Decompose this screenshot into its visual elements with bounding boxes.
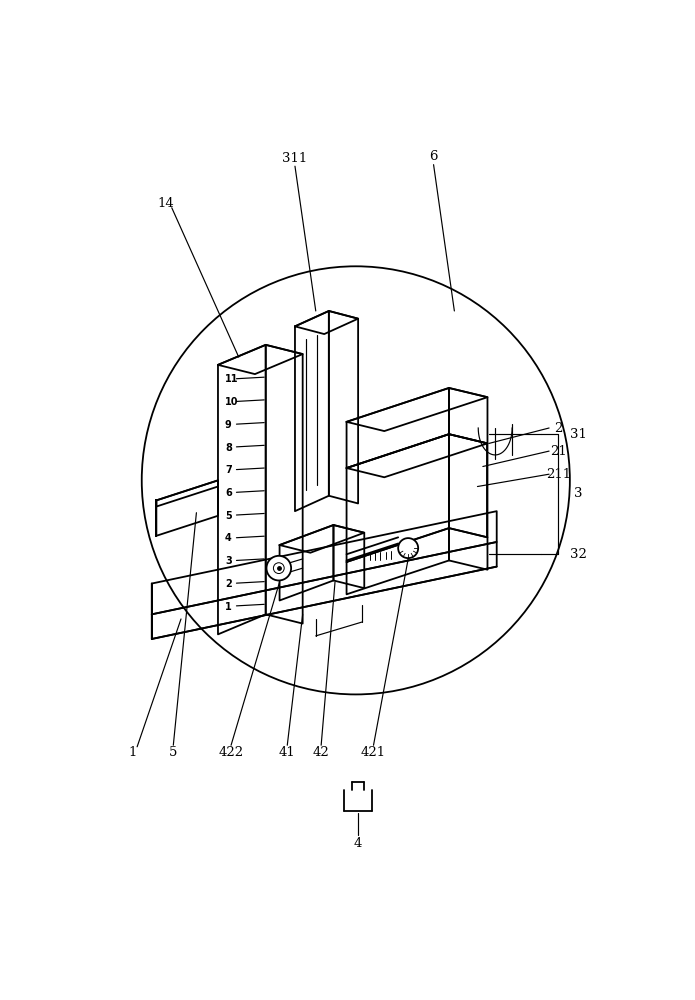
Text: 211: 211 [546,468,571,481]
Text: 422: 422 [218,746,244,759]
Text: 41: 41 [279,746,295,759]
Text: 14: 14 [157,197,174,210]
Text: 311: 311 [282,152,308,165]
Text: 6: 6 [225,488,231,498]
Text: 11: 11 [225,374,238,384]
Text: 3: 3 [573,487,582,500]
Text: 421: 421 [361,746,386,759]
Text: 7: 7 [225,465,231,475]
Text: 5: 5 [225,511,231,521]
Text: 3: 3 [225,556,231,566]
Text: 4: 4 [225,533,231,543]
Circle shape [398,538,418,558]
Text: 8: 8 [225,443,231,453]
Text: 2: 2 [225,579,231,589]
Text: 9: 9 [225,420,231,430]
Text: 2: 2 [554,422,562,434]
Text: 10: 10 [225,397,238,407]
Circle shape [266,556,291,580]
Text: 5: 5 [169,746,177,759]
Text: 32: 32 [570,548,587,561]
Text: 4: 4 [354,837,362,850]
Text: 1: 1 [129,746,137,759]
Text: 42: 42 [313,746,329,759]
Text: 21: 21 [550,445,566,458]
Text: 1: 1 [225,602,231,612]
Text: 31: 31 [570,428,587,441]
Text: 6: 6 [430,150,438,163]
